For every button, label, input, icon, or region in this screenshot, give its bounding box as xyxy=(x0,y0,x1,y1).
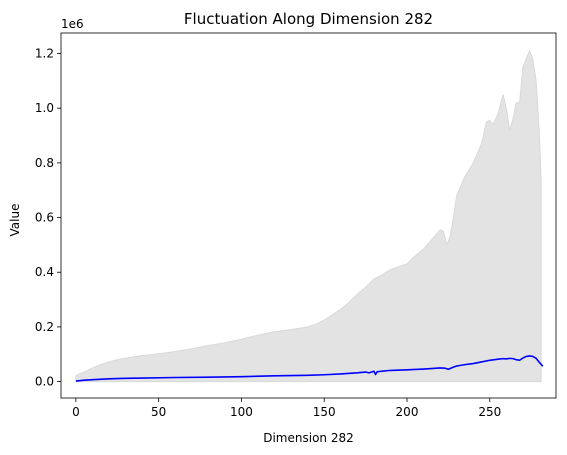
y-tick-label: 0.8 xyxy=(35,156,54,170)
y-tick-label: 1.2 xyxy=(35,47,54,61)
y-tick-label: 0.4 xyxy=(35,265,54,279)
chart-title: Fluctuation Along Dimension 282 xyxy=(184,10,433,28)
x-tick-label: 0 xyxy=(72,405,80,419)
plot-frame xyxy=(60,32,557,399)
x-axis-label: Dimension 282 xyxy=(263,431,354,445)
y-tick-label: 0.2 xyxy=(35,320,54,334)
y-tick-label: 0.0 xyxy=(35,375,54,389)
series-line xyxy=(75,355,544,382)
fluctuation-band xyxy=(75,49,542,383)
x-tick-label: 250 xyxy=(478,405,501,419)
y-tick-label: 0.6 xyxy=(35,211,54,225)
y-tick-label: 1.0 xyxy=(35,101,54,115)
x-tick-label: 200 xyxy=(396,405,419,419)
y-axis-label: Value xyxy=(8,204,22,237)
x-tick-label: 100 xyxy=(230,405,253,419)
y-offset-text: 1e6 xyxy=(61,17,84,31)
plot-area xyxy=(75,49,544,383)
x-tick-label: 50 xyxy=(151,405,166,419)
x-tick-label: 150 xyxy=(313,405,336,419)
axes: 0 50 100 150 200 250 0.0 0.2 0.4 0.6 0.8 1.0 1.2 xyxy=(35,32,557,419)
